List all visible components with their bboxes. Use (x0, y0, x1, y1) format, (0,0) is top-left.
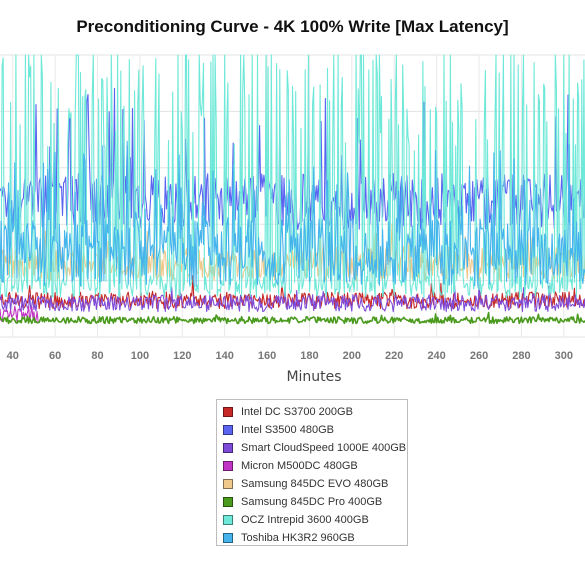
legend-item[interactable]: OCZ Intrepid 3600 400GB (223, 511, 407, 529)
x-tick-label: 280 (512, 350, 530, 362)
series-line-3 (0, 284, 585, 313)
legend-item[interactable]: Samsung 845DC Pro 400GB (223, 493, 407, 511)
x-tick-label: 260 (470, 350, 488, 362)
x-tick-label: 160 (258, 350, 276, 362)
legend: Intel DC S3700 200GB Intel S3500 480GB Sma… (216, 399, 408, 546)
chart-title: Preconditioning Curve - 4K 100% Write [M… (76, 17, 509, 36)
legend-label: Intel DC S3700 200GB (241, 406, 353, 418)
x-tick-label: 120 (173, 350, 191, 362)
x-tick-label: 80 (91, 350, 103, 362)
legend-swatch (223, 497, 233, 507)
legend-label: Smart CloudSpeed 1000E 400GB (241, 442, 407, 454)
legend-label: Toshiba HK3R2 960GB (241, 532, 355, 544)
legend-item[interactable]: Intel S3500 480GB (223, 421, 407, 439)
x-tick-label: 180 (300, 350, 318, 362)
x-tick-label: 240 (427, 350, 445, 362)
legend-item[interactable]: Smart CloudSpeed 1000E 400GB (223, 439, 407, 457)
legend-label: OCZ Intrepid 3600 400GB (241, 514, 369, 526)
series-line-7 (0, 54, 585, 299)
legend-swatch (223, 443, 233, 453)
legend-swatch (223, 479, 233, 489)
legend-label: Intel S3500 480GB (241, 424, 334, 436)
series-lines (0, 54, 585, 325)
x-tick-label: 100 (131, 350, 149, 362)
x-axis-label: Minutes (286, 369, 342, 385)
legend-item[interactable]: Toshiba HK3R2 960GB (223, 529, 407, 547)
legend-swatch (223, 461, 233, 471)
legend-item[interactable]: Samsung 845DC EVO 480GB (223, 475, 407, 493)
x-tick-label: 40 (7, 350, 19, 362)
legend-item[interactable]: Micron M500DC 480GB (223, 457, 407, 475)
x-tick-label: 220 (385, 350, 403, 362)
x-tick-label: 200 (343, 350, 361, 362)
legend-swatch (223, 425, 233, 435)
legend-item[interactable]: Intel DC S3700 200GB (223, 403, 407, 421)
legend-swatch (223, 407, 233, 417)
legend-label: Samsung 845DC EVO 480GB (241, 478, 389, 490)
series-line-4 (0, 305, 39, 323)
series-line-6 (0, 311, 585, 325)
x-axis-ticks: 40 60 80 100 120 140 160 180 200 220 240 260 280 300 (7, 350, 573, 362)
legend-label: Micron M500DC 480GB (241, 460, 358, 472)
x-tick-label: 140 (215, 350, 233, 362)
x-tick-label: 60 (49, 350, 61, 362)
legend-swatch (223, 515, 233, 525)
series-line-8 (0, 140, 585, 287)
legend-swatch (223, 533, 233, 543)
legend-label: Samsung 845DC Pro 400GB (241, 496, 383, 508)
x-tick-label: 300 (555, 350, 573, 362)
